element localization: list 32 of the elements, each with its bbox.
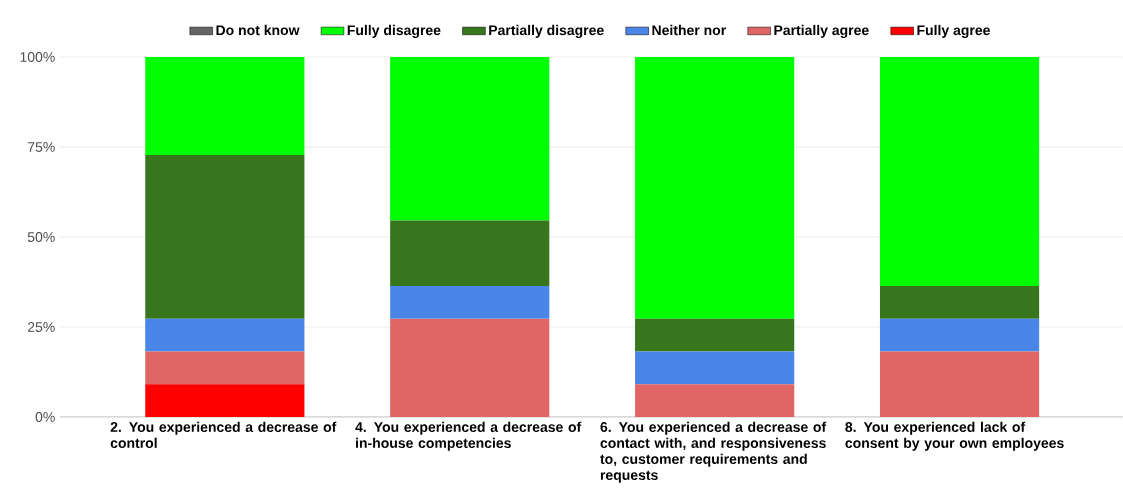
legend-label: Fully agree bbox=[917, 24, 990, 38]
x-tick-label: 8. You experienced lack of consent by your own employees bbox=[845, 421, 1064, 451]
bar bbox=[635, 351, 795, 385]
bar bbox=[879, 285, 1040, 319]
bar bbox=[145, 351, 305, 385]
bar bbox=[879, 318, 1040, 352]
bar bbox=[390, 220, 550, 286]
bar bbox=[879, 351, 1040, 417]
legend-label: Do not know bbox=[216, 24, 300, 36]
y-tick-label: 75% bbox=[27, 142, 55, 152]
bar bbox=[390, 285, 550, 319]
y-tick-label: 0% bbox=[35, 412, 55, 422]
bar bbox=[145, 318, 305, 352]
bar bbox=[390, 57, 550, 221]
legend-label: Partially agree bbox=[774, 24, 869, 38]
bar bbox=[879, 57, 1040, 286]
bar bbox=[635, 318, 795, 352]
bar bbox=[145, 384, 305, 417]
x-tick-label: 4. You experienced a decrease of in-house competencies bbox=[355, 421, 582, 451]
bar bbox=[390, 318, 550, 417]
bar bbox=[145, 57, 305, 155]
bar bbox=[635, 384, 795, 417]
legend-label: Neither nor bbox=[652, 24, 726, 36]
x-tick-label: 2. You experienced a decrease of control bbox=[110, 421, 337, 448]
legend-label: Fully disagree bbox=[347, 24, 441, 38]
legend-label: Partially disagree bbox=[489, 24, 604, 38]
bar bbox=[145, 154, 305, 319]
y-tick-label: 50% bbox=[27, 232, 55, 242]
y-tick-label: 25% bbox=[27, 322, 55, 332]
bar bbox=[635, 57, 795, 319]
y-tick-label: 100% bbox=[20, 52, 55, 62]
x-tick-label: 6. You experienced a decrease of contact with, and responsiveness to, customer requirements and requests bbox=[600, 421, 827, 483]
